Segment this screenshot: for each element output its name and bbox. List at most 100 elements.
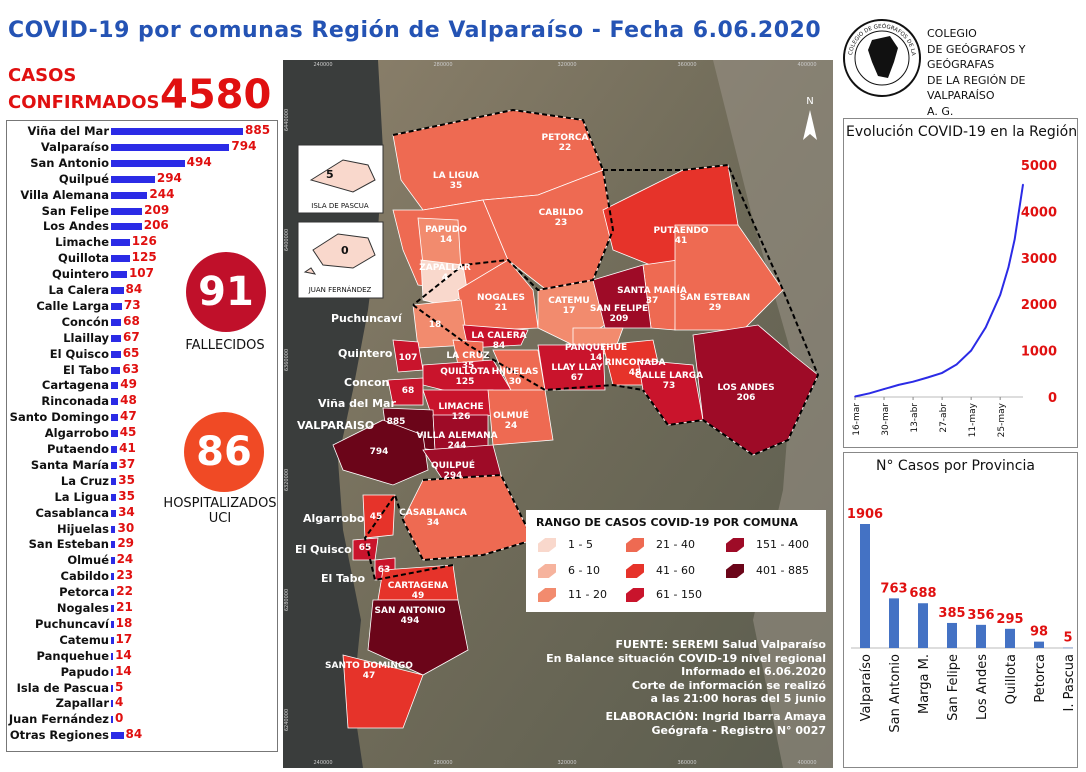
- ranking-row-concon: Concón 68: [7, 313, 277, 331]
- ranking-bar: [111, 318, 122, 326]
- commune-value-label: 67: [571, 373, 584, 383]
- inset-pascua-value: 5: [326, 168, 334, 181]
- commune-value-label: 14: [590, 353, 603, 363]
- ranking-value: 67: [122, 329, 140, 344]
- ranking-bar: [111, 350, 121, 358]
- commune-san-esteban[interactable]: [674, 224, 784, 331]
- bar-petorca: [1034, 641, 1044, 648]
- ranking-bar: [111, 477, 117, 485]
- legend-label: 151 - 400: [756, 538, 809, 551]
- commune-value-label: 18: [429, 320, 442, 330]
- ranking-value: 21: [116, 600, 133, 614]
- ranking-name: Viña del Mar: [27, 124, 109, 138]
- legend-label: 61 - 150: [656, 588, 702, 601]
- evolution-chart-title: Evolución COVID-19 en la Región: [846, 124, 1078, 140]
- region-map[interactable]: 240000 280000 320000 360000 400000 240000 2800…: [283, 60, 833, 768]
- evolution-chart: 0 1000 2000 3000 4000 5000 16-mar 30-mar 13-abr 2…: [852, 159, 1057, 437]
- commune-value-label: 206: [737, 393, 756, 403]
- series-point: [1007, 266, 1010, 268]
- ranking-bar: [111, 684, 113, 692]
- ranking-name: Quilpué: [58, 171, 109, 186]
- north-label: N: [806, 96, 813, 107]
- ranking-bar: [111, 732, 124, 740]
- province-boundary-3: [363, 473, 535, 582]
- commune-olmue[interactable]: [487, 389, 554, 446]
- ranking-value: 209: [144, 202, 170, 217]
- commune-name-label: SANTO DOMINGO: [325, 661, 413, 671]
- ranking-value: 14: [115, 663, 132, 678]
- ranking-row-santa-maria: Santa María 37: [7, 457, 277, 474]
- ranking-value: 23: [116, 568, 134, 583]
- commune-san-antonio[interactable]: [367, 599, 469, 676]
- coast-label-puchuncavi: Puchuncaví: [331, 312, 403, 325]
- commune-llay-llay[interactable]: [537, 344, 606, 391]
- series-point: [955, 363, 958, 366]
- ranking-value: 49: [120, 377, 137, 392]
- legend-swatch: [626, 588, 644, 602]
- commune-name-label: SAN ANTONIO: [375, 606, 446, 616]
- coast-label-el-tabo: El Tabo: [321, 572, 365, 585]
- college-line: A. G.: [927, 104, 954, 118]
- ranking-name: El Quisco: [49, 346, 109, 361]
- grid-label-top: 320000: [557, 62, 576, 68]
- grid-label-top: 280000: [433, 62, 452, 68]
- ranking-value: 4: [115, 695, 124, 710]
- commune-unnamed-22[interactable]: [387, 377, 424, 406]
- x-tick-label: 27-abr: [939, 403, 949, 433]
- college-logo: COLEGIO DE GEÓGRAFOS DE LA REGIÓN DE VAL…: [842, 18, 921, 97]
- commune-san-felipe[interactable]: [592, 264, 652, 329]
- hospitalizados-circle: 86: [184, 412, 264, 492]
- y-tick-label: 1000: [1021, 345, 1057, 360]
- commune-value-label: 794: [370, 447, 389, 457]
- ranking-bar: [111, 652, 114, 660]
- coast-label-valparaiso: VALPARAISO: [297, 419, 374, 432]
- ranking-value: 73: [123, 297, 141, 312]
- province-chart-panel: [843, 452, 1078, 768]
- ranking-row-el-quisco: El Quisco 65: [7, 346, 277, 363]
- college-line: DE GEÓGRAFOS Y GEÓGRAFAS: [927, 42, 1026, 72]
- coast-label-algarrobo: Algarrobo: [303, 512, 365, 525]
- series-point: [868, 392, 871, 395]
- category-label: San Antonio: [888, 654, 903, 733]
- legend-label: 6 - 10: [568, 564, 600, 577]
- commune-santo-domingo[interactable]: [342, 654, 424, 729]
- ranking-row-llaillay: Llaillay 67: [7, 329, 277, 347]
- commune-calle-larga[interactable]: [637, 359, 704, 426]
- commune-value-label: 37: [646, 296, 659, 306]
- grid-label-left: 6400000: [284, 229, 290, 251]
- bar-valparaiso: [860, 524, 870, 648]
- ranking-bar: [111, 557, 115, 565]
- bar-value-label: 98: [1030, 625, 1048, 640]
- ranking-bar: [111, 175, 155, 183]
- commune-name-label: NOGALES: [477, 293, 525, 303]
- category-label: Petorca: [1033, 654, 1048, 703]
- fallecidos-circle: 91: [186, 252, 266, 332]
- ranking-row-santo-domingo: Santo Domingo 47: [7, 409, 277, 426]
- college-line: COLEGIO: [927, 27, 977, 40]
- legend-label: 1 - 5: [568, 538, 593, 551]
- commune-value-label: 65: [359, 543, 372, 553]
- grid-label-left: 6320000: [284, 469, 290, 491]
- commune-name-label: SAN ESTEBAN: [680, 293, 750, 303]
- commune-value-label: 48: [629, 368, 642, 378]
- ranking-name: Quintero: [52, 267, 109, 282]
- commune-name-label: LA CALERA: [471, 331, 526, 341]
- ranking-name: Valparaíso: [40, 139, 109, 154]
- ranking-name: Villa Alemana: [20, 187, 109, 202]
- ranking-value: 68: [123, 313, 140, 328]
- ranking-bar: [111, 636, 114, 644]
- commune-name-label: LOS ANDES: [717, 383, 774, 393]
- commune-cabildo[interactable]: [482, 169, 614, 296]
- commune-value-label: 14: [440, 235, 453, 245]
- ranking-bar: [111, 271, 127, 279]
- ranking-row-hijuelas: Hijuelas 30: [7, 521, 277, 538]
- ranking-row-rinconada: Rinconada 48: [7, 393, 277, 410]
- ranking-name: Isla de Pascua: [16, 680, 109, 695]
- commune-value-label: 73: [663, 381, 676, 391]
- commune-name-label: CARTAGENA: [388, 581, 449, 591]
- legend-swatch: [538, 564, 556, 578]
- ranking-value: 107: [128, 266, 155, 281]
- ranking-bar: [111, 191, 148, 199]
- commune-unnamed-27[interactable]: [332, 419, 429, 486]
- province-boundary-2: [412, 304, 644, 392]
